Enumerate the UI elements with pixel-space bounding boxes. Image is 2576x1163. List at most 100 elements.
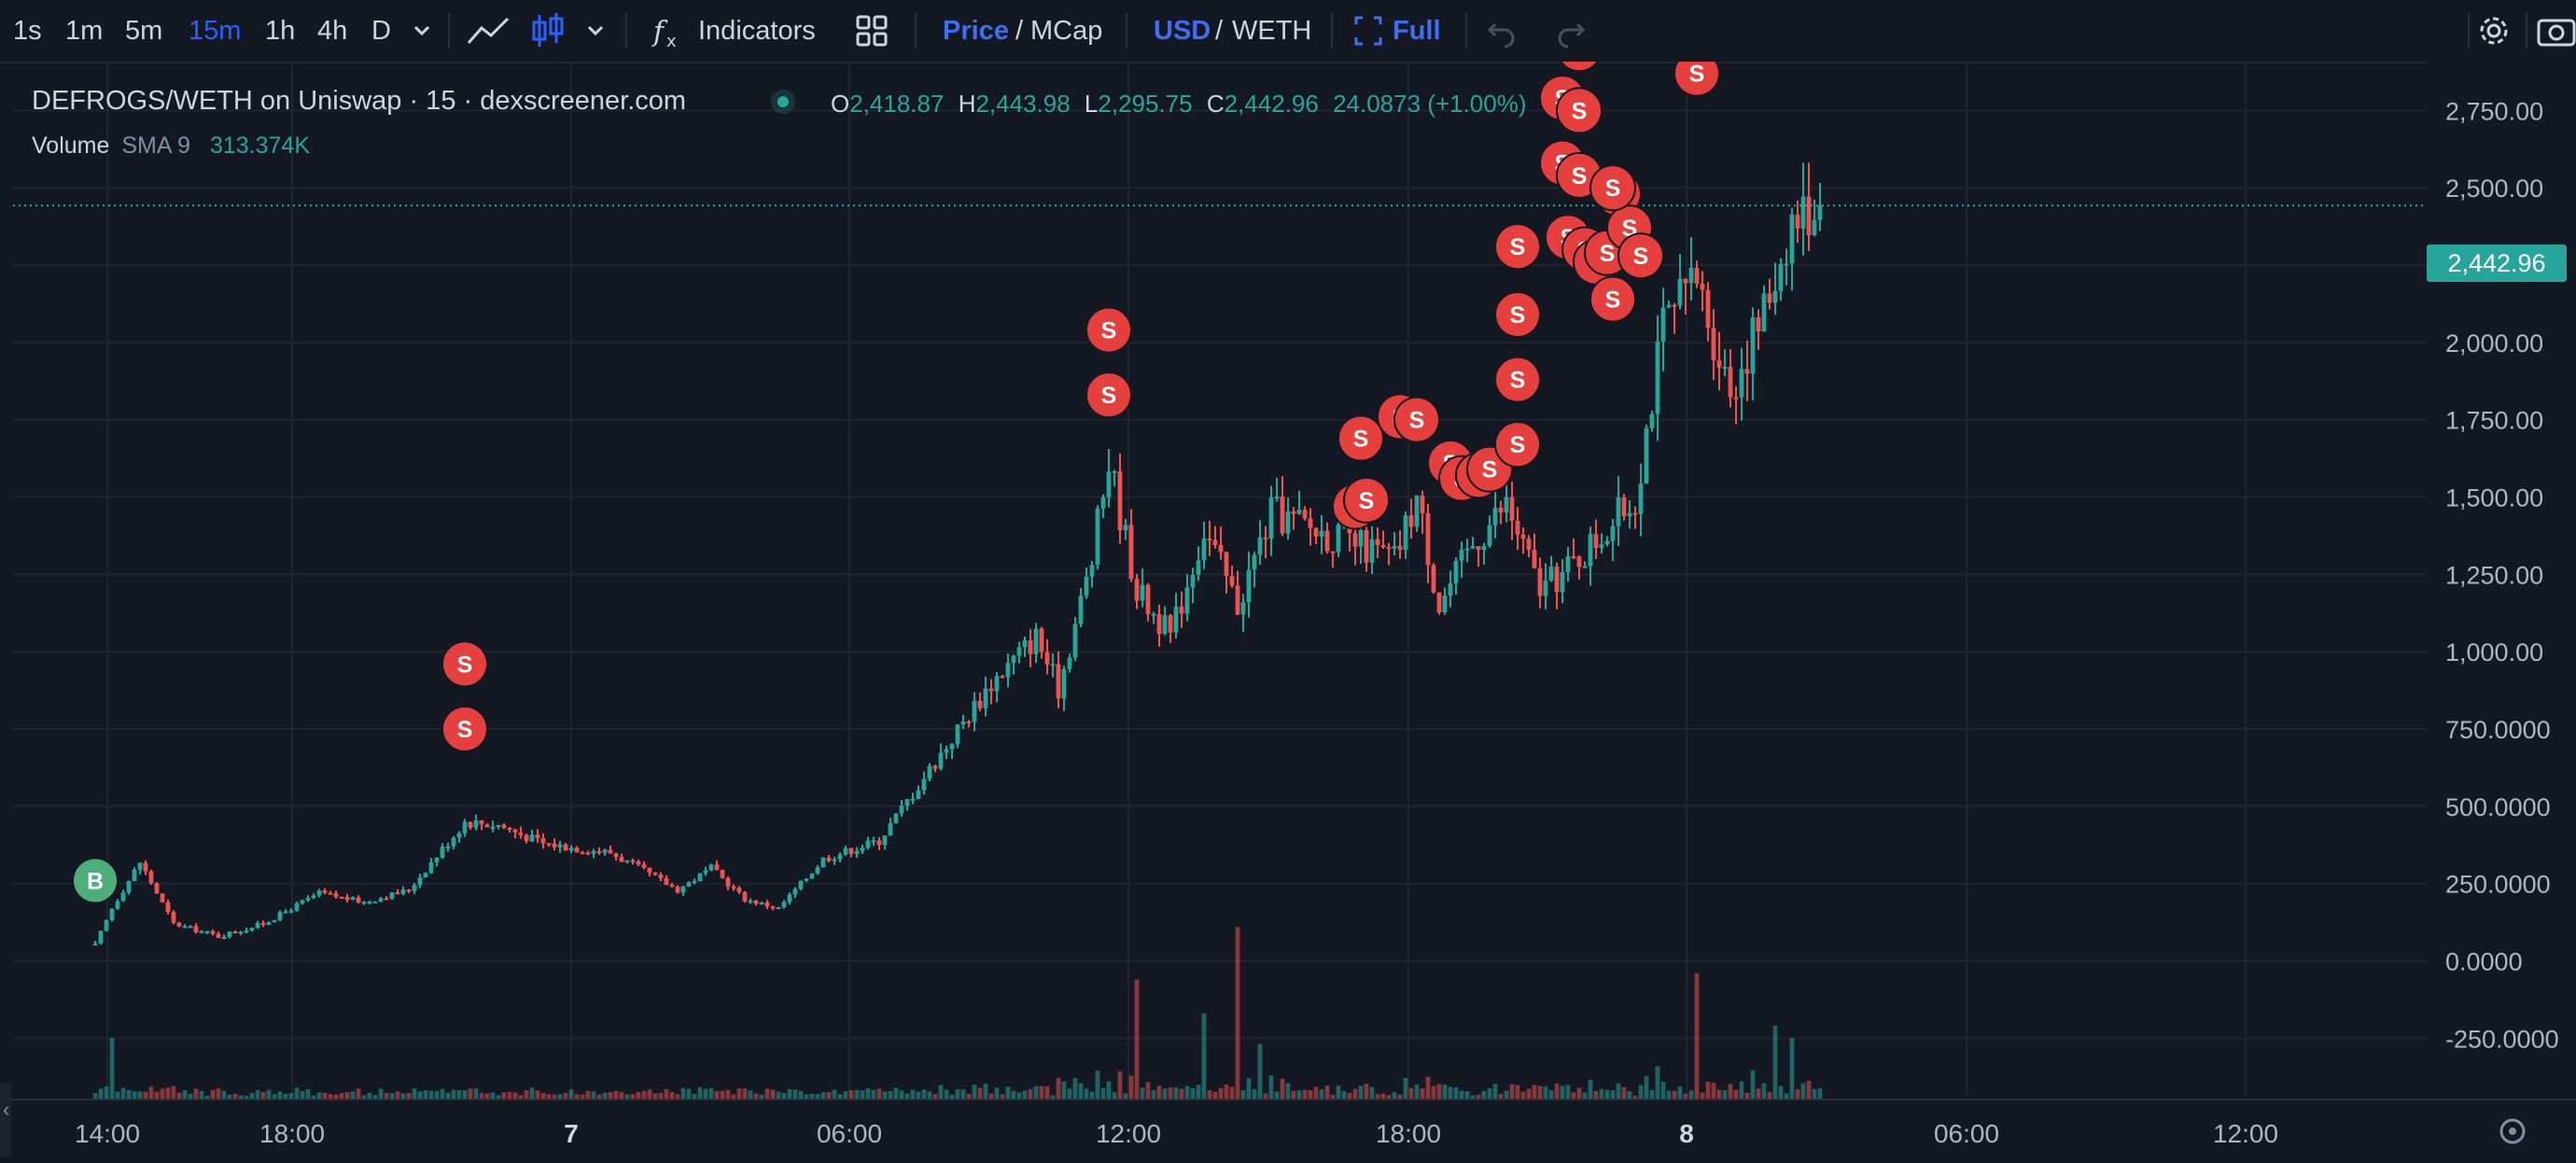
layout-grid-icon[interactable] bbox=[855, 9, 889, 52]
volume-bar bbox=[1134, 979, 1140, 1100]
candle-body bbox=[1392, 545, 1397, 549]
volume-bar bbox=[389, 1093, 395, 1100]
price-change: 24.0873 (+1.00%) bbox=[1333, 90, 1527, 118]
price-toggle[interactable]: Price bbox=[943, 16, 1009, 46]
settings-gear-icon[interactable] bbox=[2473, 9, 2514, 52]
volume-bar bbox=[921, 1089, 927, 1100]
line-chart-icon[interactable] bbox=[465, 9, 513, 52]
sell-marker[interactable]: S bbox=[1343, 476, 1390, 524]
sell-marker[interactable]: S bbox=[1589, 275, 1636, 323]
price-mcap-separator: / bbox=[1015, 16, 1024, 46]
candlestick-chart-icon[interactable] bbox=[530, 9, 567, 52]
usd-toggle[interactable]: USD bbox=[1154, 16, 1211, 46]
candle-body bbox=[619, 857, 624, 862]
volume-bar bbox=[244, 1095, 249, 1100]
candle-body bbox=[596, 850, 602, 853]
volume-bar bbox=[92, 1093, 98, 1100]
sell-marker[interactable]: S bbox=[1589, 164, 1636, 212]
volume-bar bbox=[854, 1089, 860, 1100]
svg-text:S: S bbox=[1605, 175, 1621, 202]
sell-marker[interactable]: S bbox=[441, 706, 488, 753]
price-chart[interactable]: BSSSSSSSSSSSSSSSSSSSSSSSSSSSSSSSSSS 3,00… bbox=[0, 62, 2576, 1163]
sell-marker[interactable]: S bbox=[1557, 62, 1602, 73]
candle-body bbox=[736, 888, 742, 892]
candle-body bbox=[1576, 556, 1582, 567]
svg-text:S: S bbox=[1482, 457, 1498, 483]
sell-marker[interactable]: S bbox=[1085, 371, 1132, 419]
camera-screenshot-icon[interactable] bbox=[2535, 9, 2576, 52]
candle-body bbox=[781, 902, 787, 908]
sell-marker[interactable]: S bbox=[1494, 291, 1541, 339]
candle-body bbox=[272, 919, 277, 922]
interval-dropdown-chevron-icon[interactable] bbox=[411, 9, 433, 52]
buy-marker[interactable]: B bbox=[72, 857, 119, 904]
price-tick-label: 1,500.00 bbox=[2445, 484, 2543, 512]
ohlc-legend: O2,418.87 H2,443.98 L2,295.75 C2,442.96 … bbox=[831, 90, 1527, 119]
volume-bar bbox=[624, 1094, 630, 1100]
sell-marker[interactable]: S bbox=[1494, 223, 1541, 271]
candle-body bbox=[731, 886, 736, 889]
sell-marker[interactable]: S bbox=[441, 640, 488, 688]
candle-body bbox=[776, 907, 781, 910]
volume-bar bbox=[1207, 1090, 1212, 1100]
weth-toggle[interactable]: WETH bbox=[1232, 16, 1312, 46]
interval-5m[interactable]: 5m bbox=[125, 16, 163, 46]
volume-bar bbox=[585, 1090, 591, 1100]
candle-body bbox=[664, 877, 669, 885]
price-axis[interactable]: 3,000.002,750.002,500.002,250.002,000.00… bbox=[2427, 62, 2576, 1100]
toolbar-divider bbox=[1331, 13, 1333, 49]
interval-1m[interactable]: 1m bbox=[65, 16, 104, 46]
collapse-handle[interactable] bbox=[0, 1083, 11, 1157]
indicators-button[interactable]: Indicators bbox=[698, 16, 816, 46]
full-button[interactable]: Full bbox=[1393, 16, 1441, 46]
volume-bar bbox=[888, 1090, 893, 1100]
mcap-toggle[interactable]: MCap bbox=[1030, 16, 1103, 46]
volume-bar bbox=[529, 1087, 535, 1100]
redo-icon[interactable] bbox=[1555, 9, 1587, 52]
sell-marker[interactable]: S bbox=[1494, 356, 1541, 403]
candle-body bbox=[552, 843, 557, 848]
volume-bar bbox=[1705, 1081, 1711, 1100]
sell-marker[interactable]: S bbox=[1494, 421, 1541, 469]
candle-body bbox=[972, 700, 977, 722]
volume-bar bbox=[1425, 1076, 1431, 1100]
sell-marker[interactable]: S bbox=[1337, 414, 1384, 462]
volume-bar bbox=[731, 1094, 736, 1100]
volume-bar bbox=[496, 1095, 501, 1100]
undo-icon[interactable] bbox=[1486, 9, 1518, 52]
interval-15m[interactable]: 15m bbox=[189, 16, 242, 46]
volume-bar bbox=[199, 1090, 204, 1100]
candle-body bbox=[1380, 544, 1386, 548]
candle-body bbox=[1537, 567, 1543, 596]
sell-marker[interactable]: S bbox=[1556, 151, 1603, 199]
candle-body bbox=[524, 834, 529, 842]
candle-body bbox=[535, 834, 540, 838]
time-axis[interactable]: 14:00 18:00 7 06:00 12:00 18:00 8 06:00 12:00 bbox=[0, 1099, 2576, 1163]
interval-d[interactable]: D bbox=[371, 16, 391, 46]
interval-4h[interactable]: 4h bbox=[317, 16, 348, 46]
candle-body bbox=[1039, 628, 1044, 652]
chart-type-chevron-icon[interactable] bbox=[584, 9, 607, 52]
sell-marker[interactable]: S bbox=[1556, 87, 1603, 134]
interval-1h[interactable]: 1h bbox=[265, 16, 296, 46]
volume-bar bbox=[1683, 1093, 1688, 1100]
volume-bar bbox=[1061, 1081, 1067, 1100]
symbol-title[interactable]: DEFROGS/WETH on Uniswap · 15 · dexscreen… bbox=[32, 86, 687, 116]
auto-scale-icon[interactable] bbox=[2499, 1118, 2526, 1144]
volume-bar bbox=[1156, 1086, 1162, 1100]
sell-marker[interactable]: S bbox=[1673, 62, 1720, 97]
interval-1s[interactable]: 1s bbox=[13, 16, 42, 46]
volume-label[interactable]: Volume bbox=[32, 133, 110, 159]
volume-bar bbox=[1610, 1090, 1616, 1100]
volume-bar bbox=[552, 1094, 557, 1100]
sell-marker[interactable]: S bbox=[1085, 306, 1132, 354]
collapse-arrow-icon[interactable]: ‹ bbox=[3, 1098, 9, 1121]
sell-marker[interactable]: S bbox=[1393, 396, 1440, 443]
sell-marker[interactable]: S bbox=[1617, 232, 1664, 280]
volume-bar bbox=[1151, 1090, 1156, 1100]
time-tick-label: 12:00 bbox=[2213, 1119, 2278, 1148]
fullscreen-icon[interactable] bbox=[1353, 9, 1383, 52]
sma-label: SMA 9 bbox=[121, 133, 190, 159]
